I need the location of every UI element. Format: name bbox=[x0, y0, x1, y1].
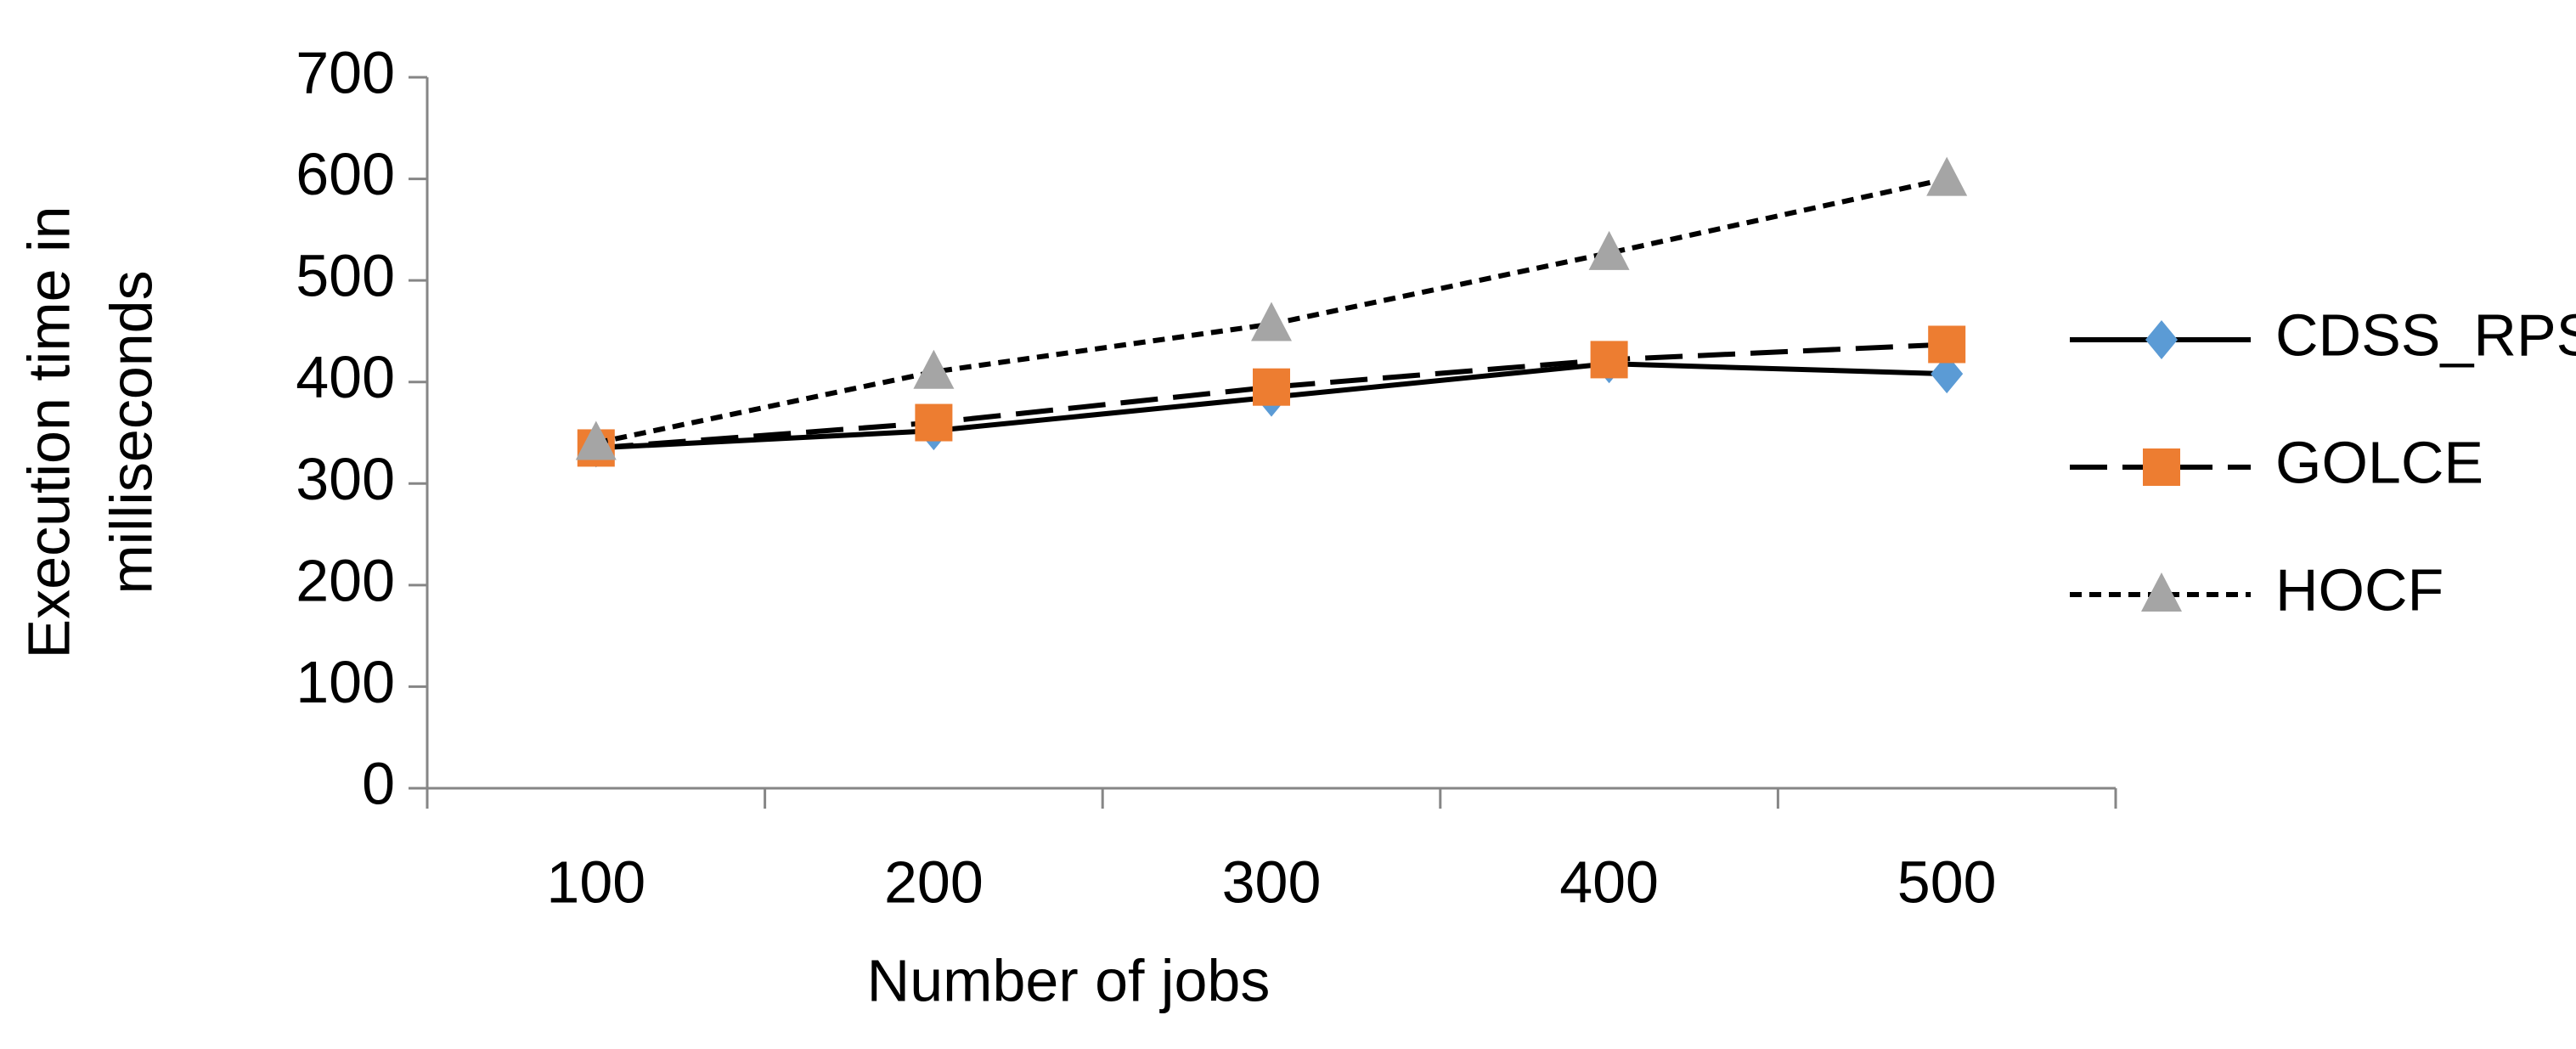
x-axis-title: Number of jobs bbox=[867, 947, 1271, 1013]
y-tick-label: 200 bbox=[296, 547, 395, 613]
marker bbox=[2145, 320, 2178, 359]
y-tick-label: 0 bbox=[362, 750, 395, 816]
marker bbox=[1253, 368, 1290, 406]
marker bbox=[1251, 302, 1292, 341]
marker bbox=[1590, 341, 1628, 379]
y-tick-label: 300 bbox=[296, 446, 395, 512]
y-axis-title: Execution time in milliseconds bbox=[15, 206, 164, 659]
marker bbox=[1931, 354, 1964, 394]
marker bbox=[913, 349, 955, 389]
y-tick-label: 400 bbox=[296, 344, 395, 410]
legend-label: HOCF bbox=[2275, 556, 2444, 623]
x-tick-label: 500 bbox=[1897, 849, 1997, 915]
x-tick-label: 400 bbox=[1559, 849, 1659, 915]
y-tick-label: 600 bbox=[296, 141, 395, 207]
marker bbox=[1926, 156, 1968, 196]
marker bbox=[575, 420, 617, 460]
y-tick-label: 700 bbox=[296, 39, 395, 105]
y-tick-label: 500 bbox=[296, 243, 395, 309]
x-tick-label: 200 bbox=[884, 849, 984, 915]
x-tick-label: 100 bbox=[546, 849, 645, 915]
series-line bbox=[595, 341, 1948, 451]
marker bbox=[2143, 448, 2180, 486]
marker bbox=[1588, 230, 1630, 270]
marker bbox=[1928, 325, 1966, 364]
y-tick-label: 100 bbox=[296, 649, 395, 715]
marker bbox=[915, 403, 953, 442]
marker bbox=[2141, 572, 2182, 612]
x-tick-label: 300 bbox=[1222, 849, 1322, 915]
legend-label: GOLCE bbox=[2275, 429, 2483, 495]
legend-label: CDSS_RPS bbox=[2275, 302, 2576, 368]
